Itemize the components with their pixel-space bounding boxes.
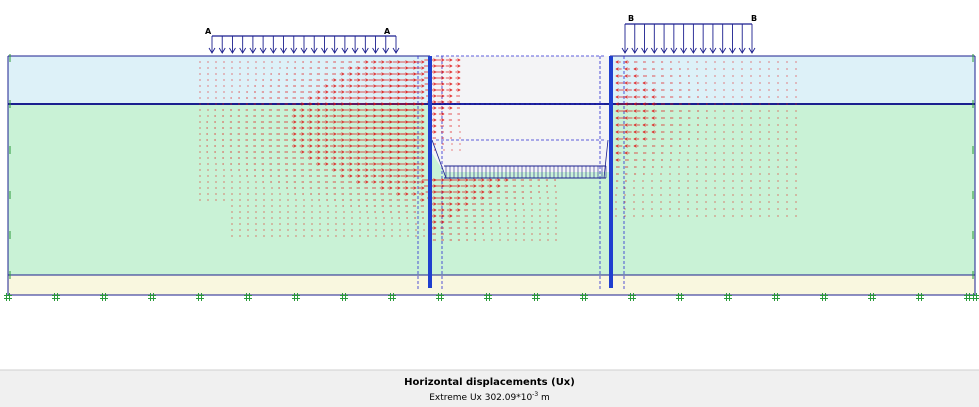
load-a-label-right: A — [384, 27, 391, 36]
legend-title: Horizontal displacements (Ux) — [404, 377, 575, 388]
boundary-fixities — [4, 54, 979, 301]
excavation-stage-lines — [417, 55, 625, 290]
load-b-label-right: B — [751, 14, 757, 23]
displacement-arrows — [199, 58, 797, 241]
load-b-label-left: B — [628, 14, 634, 23]
soil-layer-bottom — [8, 275, 975, 295]
excavation-bottom-slab — [431, 139, 609, 179]
excavation-pit — [430, 56, 610, 172]
distributed-load-a — [208, 35, 400, 54]
extreme-value: Extreme Ux 302.09*10-3 m — [429, 391, 550, 403]
diaphragm-walls — [428, 56, 613, 288]
distributed-load-b — [621, 23, 756, 54]
load-a-label-left: A — [205, 27, 212, 36]
